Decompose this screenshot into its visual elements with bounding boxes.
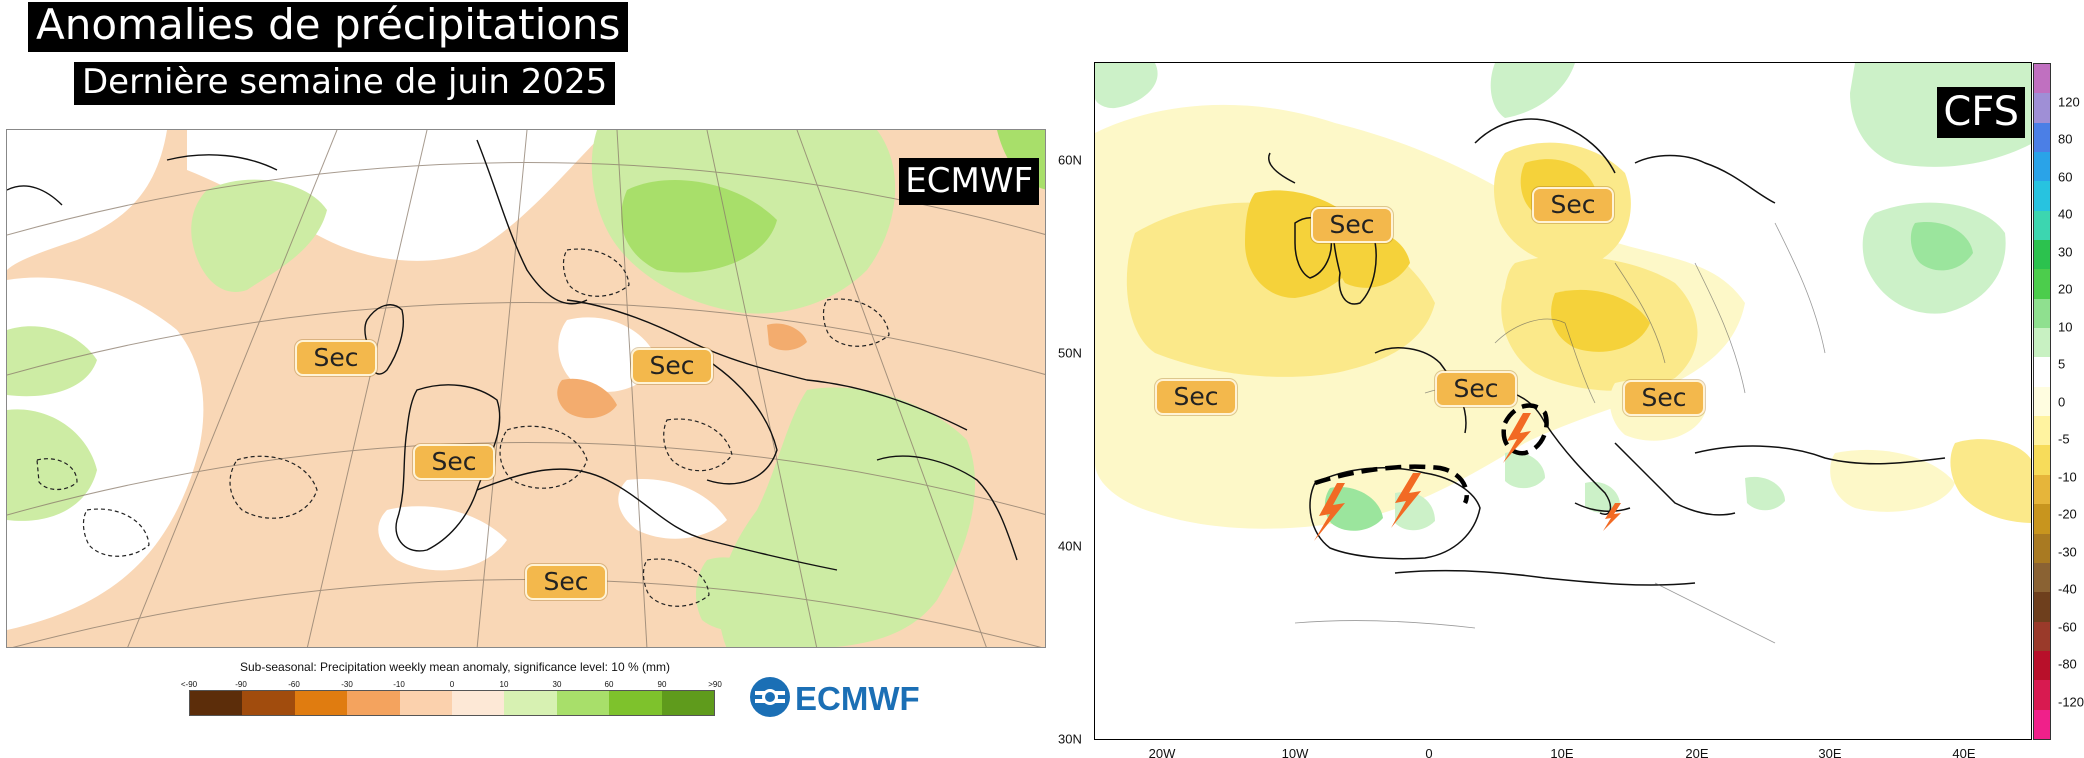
colorbar-swatch bbox=[2034, 709, 2050, 739]
colorbar-label: -10 bbox=[2058, 469, 2077, 485]
colorbar-label: 30 bbox=[2058, 244, 2073, 260]
lightning-icon-group bbox=[1314, 413, 1621, 541]
legend-tick: >90 bbox=[708, 680, 722, 689]
legend-color-bar bbox=[189, 690, 715, 716]
legend-swatch bbox=[399, 691, 453, 715]
legend-swatch bbox=[347, 691, 400, 715]
colorbar-swatch bbox=[2034, 240, 2050, 270]
main-title: Anomalies de précipitations bbox=[28, 2, 629, 52]
colorbar-label: -80 bbox=[2058, 656, 2077, 672]
lightning-icon bbox=[1391, 473, 1421, 528]
cfs-model-tag: CFS bbox=[1937, 87, 2025, 138]
colorbar-swatch bbox=[2034, 181, 2050, 211]
colorbar-swatch bbox=[2034, 680, 2050, 710]
dry-label: Sec bbox=[1155, 379, 1237, 415]
lon-label: 20W bbox=[1148, 746, 1176, 758]
lightning-icon bbox=[1603, 503, 1621, 531]
colorbar-swatch bbox=[2034, 298, 2050, 329]
legend-tick: 90 bbox=[657, 680, 667, 689]
lon-label: 10W bbox=[1281, 746, 1309, 758]
ecmwf-logo-text: ECMWF bbox=[795, 680, 920, 717]
dry-label: Sec bbox=[525, 564, 607, 600]
colorbar-swatch bbox=[2034, 386, 2050, 417]
legend-tick: -30 bbox=[341, 680, 353, 689]
colorbar-swatch bbox=[2034, 445, 2050, 475]
legend-tick: 0 bbox=[449, 680, 455, 689]
lat-label: 30N bbox=[1058, 731, 1082, 747]
legend-caption: Sub-seasonal: Precipitation weekly mean … bbox=[240, 660, 670, 674]
lon-label: 40E bbox=[1952, 746, 1976, 758]
colorbar-label: 120 bbox=[2058, 94, 2080, 110]
legend-swatch bbox=[556, 691, 610, 715]
colorbar-swatch bbox=[2034, 210, 2050, 241]
ecmwf-logo: ECMWF bbox=[750, 677, 920, 717]
colorbar-swatch bbox=[2034, 269, 2050, 299]
legend-swatch bbox=[452, 691, 505, 715]
colorbar-swatch bbox=[2034, 416, 2050, 446]
colorbar-label: -60 bbox=[2058, 619, 2077, 635]
legend-swatch bbox=[242, 691, 295, 715]
legend-swatch bbox=[609, 691, 662, 715]
dry-label: Sec bbox=[1532, 187, 1614, 223]
colorbar-swatch bbox=[2034, 474, 2050, 505]
colorbar-swatch bbox=[2034, 122, 2050, 153]
colorbar-label: -120 bbox=[2058, 694, 2084, 710]
cfs-colorbar bbox=[2033, 63, 2051, 740]
colorbar-swatch bbox=[2034, 504, 2050, 534]
legend-swatch bbox=[661, 691, 715, 715]
lon-label: 0 bbox=[1425, 746, 1433, 758]
colorbar-label: -5 bbox=[2058, 431, 2070, 447]
dry-label: Sec bbox=[631, 348, 713, 384]
ecmwf-map-graphic bbox=[7, 130, 1045, 647]
dry-label: Sec bbox=[413, 444, 495, 480]
legend-swatch bbox=[190, 691, 243, 715]
subtitle: Dernière semaine de juin 2025 bbox=[74, 62, 616, 105]
ecmwf-model-tag: ECMWF bbox=[899, 158, 1039, 205]
lat-label: 50N bbox=[1058, 345, 1082, 361]
legend-tick: -90 bbox=[235, 680, 247, 689]
lon-label: 30E bbox=[1818, 746, 1842, 758]
colorbar-swatch bbox=[2034, 152, 2050, 182]
lightning-icon bbox=[1503, 413, 1531, 463]
legend-tick: 60 bbox=[604, 680, 614, 689]
lat-label: 60N bbox=[1058, 152, 1082, 168]
legend-tick: -60 bbox=[288, 680, 300, 689]
colorbar-swatch bbox=[2034, 357, 2050, 387]
colorbar-label: -20 bbox=[2058, 506, 2077, 522]
colorbar-label: 20 bbox=[2058, 281, 2073, 297]
lightning-icon bbox=[1314, 483, 1345, 541]
colorbar-swatch bbox=[2034, 592, 2050, 622]
lon-label: 20E bbox=[1685, 746, 1709, 758]
legend-tick: 10 bbox=[499, 680, 509, 689]
colorbar-label: 80 bbox=[2058, 131, 2073, 147]
colorbar-label: 40 bbox=[2058, 206, 2073, 222]
colorbar-swatch bbox=[2034, 64, 2050, 94]
colorbar-swatch bbox=[2034, 621, 2050, 651]
colorbar-label: 5 bbox=[2058, 356, 2066, 372]
dry-label: Sec bbox=[1623, 380, 1705, 416]
colorbar-label: 60 bbox=[2058, 169, 2073, 185]
colorbar-swatch bbox=[2034, 562, 2050, 593]
colorbar-swatch bbox=[2034, 93, 2050, 123]
colorbar-label: 10 bbox=[2058, 319, 2073, 335]
colorbar-swatch bbox=[2034, 650, 2050, 681]
legend-swatch bbox=[294, 691, 348, 715]
legend-swatch bbox=[504, 691, 557, 715]
lat-label: 40N bbox=[1058, 538, 1082, 554]
dry-label: Sec bbox=[295, 340, 377, 376]
colorbar-label: 0 bbox=[2058, 394, 2066, 410]
colorbar-swatch bbox=[2034, 328, 2050, 358]
ecmwf-anomaly-map: ECMWF Sec Sec Sec Sec bbox=[6, 129, 1046, 648]
colorbar-label: -40 bbox=[2058, 581, 2077, 597]
legend-tick: 30 bbox=[552, 680, 562, 689]
dry-label: Sec bbox=[1435, 371, 1517, 407]
legend-tick: <-90 bbox=[180, 680, 198, 689]
cfs-anomaly-map: CFS Sec Sec Sec Sec Sec bbox=[1094, 62, 2032, 740]
lon-label: 10E bbox=[1550, 746, 1574, 758]
dry-label: Sec bbox=[1311, 207, 1393, 243]
colorbar-swatch bbox=[2034, 533, 2050, 563]
colorbar-label: -30 bbox=[2058, 544, 2077, 560]
legend-tick: -10 bbox=[393, 680, 405, 689]
